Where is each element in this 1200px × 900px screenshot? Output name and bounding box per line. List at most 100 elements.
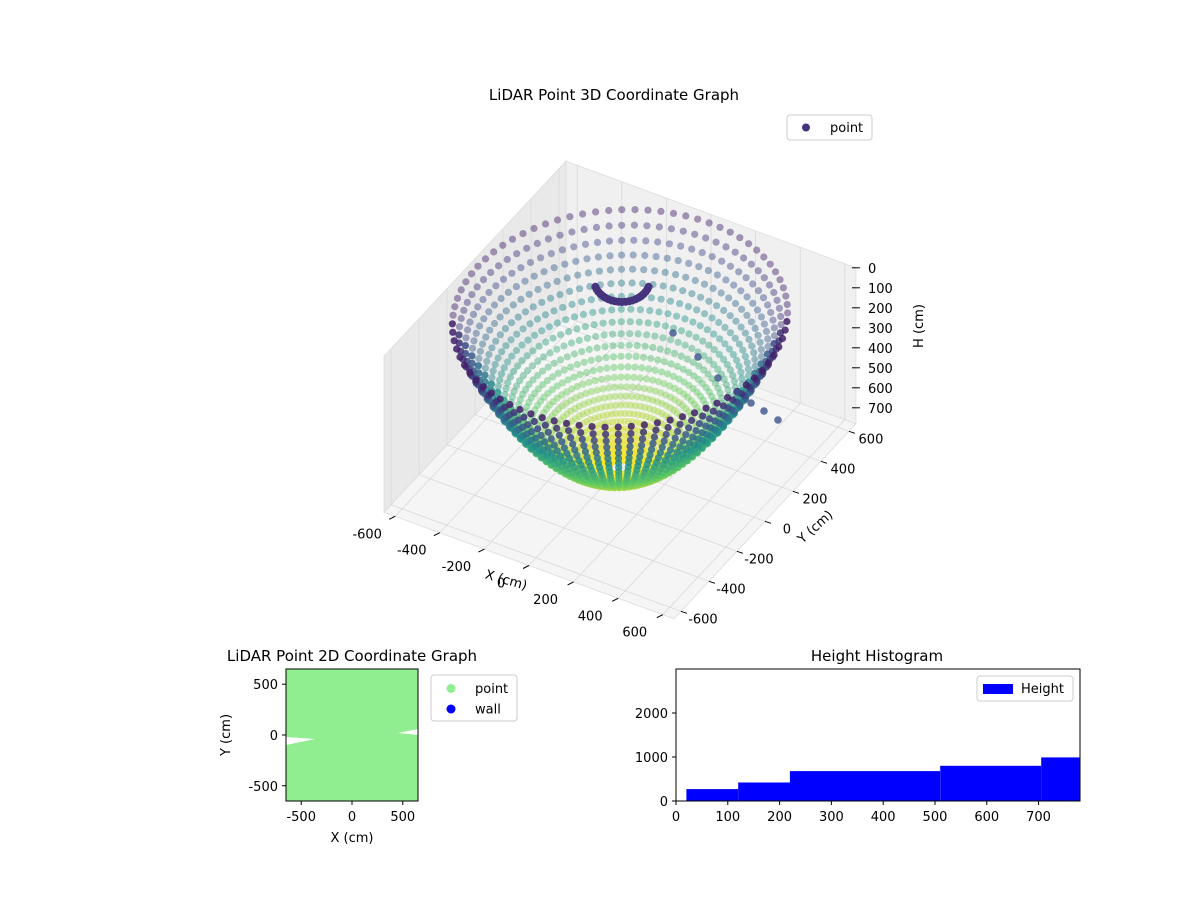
data-point — [778, 334, 787, 343]
chart-3d-legend-box — [786, 114, 873, 141]
data-point — [667, 225, 676, 233]
data-point — [596, 365, 604, 373]
data-point — [577, 391, 585, 400]
data-point — [702, 404, 710, 412]
data-point — [704, 267, 713, 275]
data-point — [560, 342, 568, 350]
data-point — [475, 354, 483, 363]
data-point — [629, 251, 637, 259]
data-point — [775, 343, 783, 351]
data-point — [519, 371, 527, 380]
data-point — [741, 352, 750, 360]
data-point — [563, 353, 571, 361]
data-point — [644, 395, 652, 403]
data-point — [784, 309, 792, 317]
data-point — [579, 380, 587, 388]
xtick-label: 0 — [497, 577, 505, 592]
data-point — [704, 370, 712, 378]
data-point — [587, 296, 595, 304]
data-point — [610, 373, 619, 382]
data-point — [699, 379, 707, 388]
data-point — [656, 449, 665, 457]
data-point — [521, 308, 530, 316]
data-point — [653, 320, 661, 328]
data-point — [760, 320, 769, 328]
data-point — [642, 237, 650, 245]
data-point — [558, 391, 566, 399]
data-point — [710, 346, 718, 354]
data-point — [726, 366, 735, 374]
data-point — [633, 342, 641, 350]
data-point — [499, 275, 508, 283]
data-point — [612, 401, 620, 409]
data-point — [519, 230, 527, 238]
data-point — [658, 443, 666, 451]
data-point — [553, 216, 562, 224]
data-point — [716, 223, 724, 231]
data-point — [494, 382, 502, 390]
data-point — [578, 348, 586, 356]
data-point — [542, 405, 550, 413]
data-point — [646, 451, 654, 459]
xtick-mark — [611, 597, 619, 602]
data-point — [579, 310, 588, 318]
chart-2d-xtick-label: -500 — [286, 810, 316, 825]
data-point — [450, 337, 458, 345]
data-point — [537, 254, 545, 262]
data-point — [553, 394, 561, 402]
data-point — [588, 423, 596, 431]
data-point — [674, 338, 682, 346]
data-point — [673, 448, 681, 456]
data-point — [528, 428, 536, 436]
data-point — [714, 374, 722, 382]
data-point — [507, 319, 516, 327]
data-point — [629, 383, 637, 391]
data-point — [538, 298, 546, 306]
data-point — [662, 430, 670, 439]
data-point — [631, 363, 639, 371]
data-point — [633, 426, 642, 435]
histogram-ytick-label: 2000 — [635, 707, 668, 722]
data-point — [538, 327, 546, 335]
data-point — [721, 340, 729, 348]
data-point — [582, 389, 590, 397]
data-point — [497, 294, 505, 303]
data-point — [671, 349, 679, 357]
data-point — [720, 355, 728, 363]
data-point — [731, 299, 740, 308]
data-point — [639, 353, 648, 361]
data-point — [455, 323, 464, 331]
data-point — [676, 420, 684, 428]
data-point — [684, 393, 692, 401]
data-point — [501, 325, 510, 333]
ztick-label: 100 — [868, 282, 893, 297]
data-point — [667, 336, 675, 344]
data-point — [457, 286, 465, 294]
data-point — [573, 360, 581, 369]
data-point — [709, 284, 717, 292]
chart-2d: LiDAR Point 2D Coordinate Graph -500 0 500… — [219, 647, 518, 846]
data-point — [766, 260, 774, 268]
data-point — [608, 318, 616, 326]
data-point — [474, 262, 482, 270]
data-point — [558, 246, 567, 254]
data-point — [524, 421, 532, 429]
data-point — [602, 430, 610, 438]
chart-2d-point-area — [286, 669, 418, 801]
data-point — [498, 348, 506, 356]
data-point — [606, 266, 615, 274]
data-point — [660, 380, 668, 388]
grid-line — [439, 181, 623, 533]
data-point — [628, 392, 636, 400]
data-point — [581, 447, 590, 456]
data-point — [597, 404, 605, 412]
data-point — [653, 419, 662, 427]
ytick-mark — [792, 490, 800, 494]
data-point — [690, 400, 699, 408]
data-point — [679, 365, 687, 373]
data-point — [530, 224, 538, 233]
data-point — [617, 363, 625, 371]
data-point — [592, 405, 600, 413]
chart-2d-legend-point-label: point — [475, 682, 508, 697]
data-point — [673, 409, 681, 417]
